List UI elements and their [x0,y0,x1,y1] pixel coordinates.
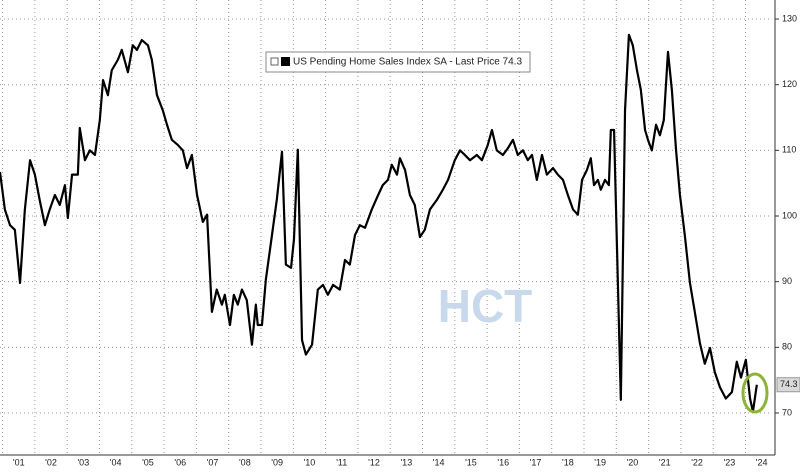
y-tick-label: 80 [782,342,792,352]
y-tick-label: 70 [782,407,792,417]
x-tick-label: '02 [45,457,57,467]
x-tick-label: '20 [627,457,639,467]
x-tick-label: '12 [368,457,380,467]
x-tick-label: '21 [659,457,671,467]
x-tick-label: '04 [110,457,122,467]
x-tick-label: '18 [562,457,574,467]
x-tick-label: '17 [530,457,542,467]
line-series [0,33,758,413]
legend-label: US Pending Home Sales Index SA - Last Pr… [293,57,522,68]
legend: US Pending Home Sales Index SA - Last Pr… [265,51,531,73]
x-tick-label: '07 [207,457,219,467]
x-tick-label: '03 [77,457,89,467]
x-tick-label: '13 [400,457,412,467]
y-tick-label: 130 [782,13,797,23]
y-tick-label: 90 [782,276,792,286]
last-price-label: 74.3 [780,379,798,389]
x-tick-label: '06 [174,457,186,467]
x-tick-label: '14 [433,457,445,467]
x-tick-label: '19 [594,457,606,467]
x-tick-label: '08 [239,457,251,467]
x-tick-label: '23 [723,457,735,467]
last-price-box [776,377,800,393]
legend-toggle [270,57,279,66]
grid [0,0,772,455]
last-price-tag: 74.3 [776,377,800,393]
y-tick-label: 120 [782,79,797,89]
x-tick-label: '11 [336,457,347,467]
y-tick-label: 110 [782,145,796,155]
x-tick-label: '15 [465,457,477,467]
y-tick-label: 100 [782,210,797,220]
highlight-circle [741,372,769,414]
x-tick-label: '10 [304,457,316,467]
plot [0,33,758,413]
legend-swatch [281,57,290,66]
x-tick-label: '09 [271,457,283,467]
watermark: HCT [438,280,533,332]
x-tick-label: '22 [691,457,703,467]
x-tick-label: '05 [142,457,154,467]
x-tick-label: '16 [497,457,509,467]
legend-box [265,51,531,73]
x-tick-label: '01 [13,457,25,467]
x-tick-label: '24 [756,457,768,467]
